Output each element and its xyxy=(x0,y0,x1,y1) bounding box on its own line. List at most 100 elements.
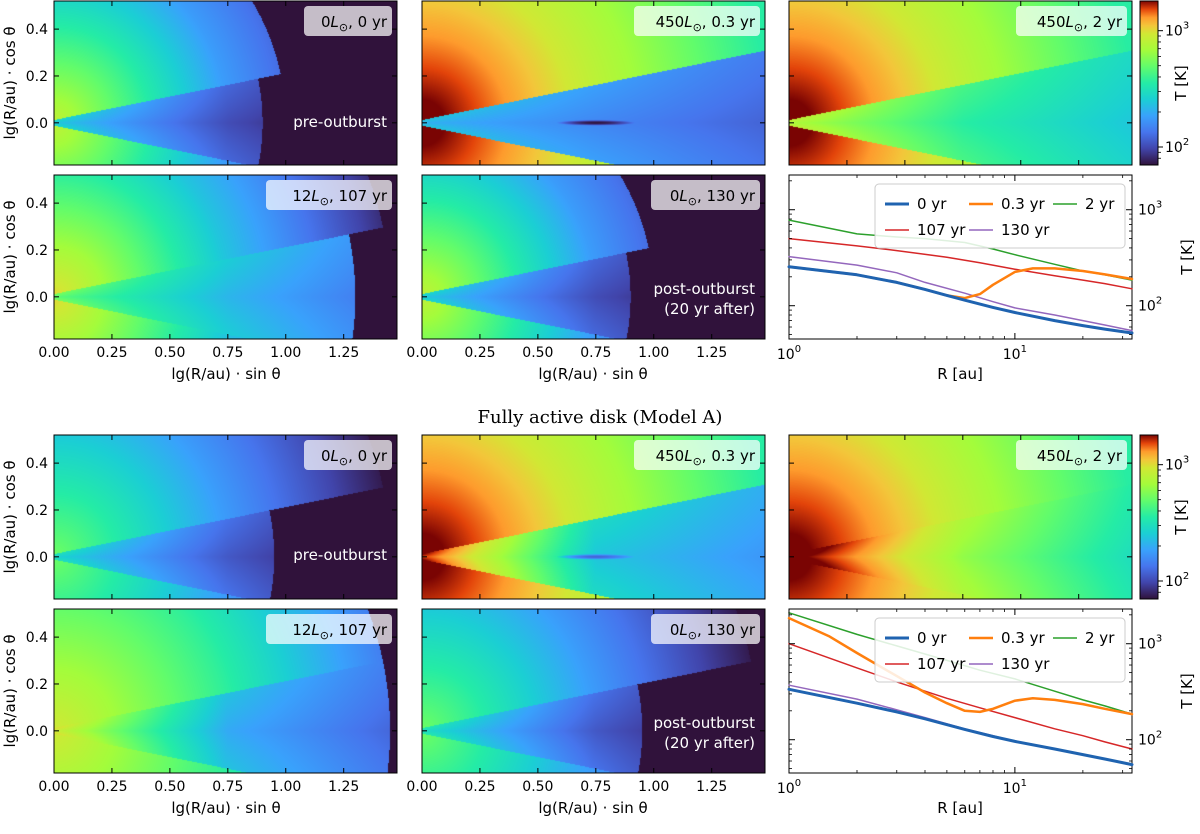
legend-entry: 107 yr xyxy=(917,221,966,239)
svg-text:450L⊙, 0.3 yr: 450L⊙, 0.3 yr xyxy=(656,447,756,468)
ytick-label: 0.2 xyxy=(26,503,48,519)
svg-text:450L⊙, 2 yr: 450L⊙, 2 yr xyxy=(1037,13,1123,34)
xtick-label: 0.00 xyxy=(406,779,437,795)
xlabel-A4: lg(R/au) · sin θ xyxy=(171,365,280,383)
xtick-label: 0.25 xyxy=(96,345,127,361)
pre-outburst-label-bottom: pre-outburst xyxy=(293,546,387,564)
legend-box xyxy=(874,617,1126,683)
xlabel-profile-top: R [au] xyxy=(937,365,983,383)
profile-ytick-label: 102 xyxy=(1138,296,1162,315)
xtick-label: 0.50 xyxy=(154,779,185,795)
xtick-label: 0.00 xyxy=(38,779,69,795)
xtick-label: 1.25 xyxy=(696,779,727,795)
profile-ytick-label: 103 xyxy=(1138,200,1162,219)
axis-ticks: 0.4 0.2 0.0 0.00 0.25 0.50 0.75 1.00 1.25 0.4 0.2 0… xyxy=(26,1,1189,797)
colorbar-top xyxy=(1139,0,1159,166)
ylabel-profile-top: T [K] xyxy=(1178,239,1196,275)
legend-box xyxy=(874,183,1126,249)
ylabel-A1: lg(R/au) · cos θ xyxy=(1,26,19,139)
ylabel-B4: lg(R/au) · cos θ xyxy=(1,634,19,747)
label-A1: 0L⊙, 0 yr xyxy=(304,6,392,36)
legend-entry: 0.3 yr xyxy=(1001,629,1046,647)
ylabel-profile-bottom: T [K] xyxy=(1178,673,1196,709)
series-line-130-yr xyxy=(788,255,1133,332)
legend-bottom: 0 yr 0.3 yr 2 yr 107 yr 130 yr xyxy=(874,617,1126,683)
xtick-label: 1.25 xyxy=(328,345,359,361)
xtick-label: 0.75 xyxy=(580,779,611,795)
label-B4: 12L⊙, 107 yr xyxy=(266,614,392,644)
xlabel-B4: lg(R/au) · sin θ xyxy=(171,799,280,817)
profile-ytick-label: 102 xyxy=(1138,730,1162,749)
svg-text:450L⊙, 2 yr: 450L⊙, 2 yr xyxy=(1037,447,1123,468)
label-A4: 12L⊙, 107 yr xyxy=(266,180,392,210)
post-outburst-label-bottom-2: (20 yr after) xyxy=(664,734,755,752)
label-B3: 450L⊙, 2 yr xyxy=(1016,440,1127,470)
colorbar-label-top: T [K] xyxy=(1172,65,1190,101)
legend-entry: 107 yr xyxy=(917,655,966,673)
ylabel-B1: lg(R/au) · cos θ xyxy=(1,460,19,573)
axis-labels: lg(R/au) · sin θ lg(R/au) · sin θ lg(R/a… xyxy=(1,26,1196,817)
profile-xtick-label: 101 xyxy=(1003,778,1027,797)
svg-text:0L⊙, 130 yr: 0L⊙, 130 yr xyxy=(670,187,756,208)
colorbar-tick-label: 103 xyxy=(1165,21,1189,40)
colorbar-tick-label: 103 xyxy=(1165,455,1189,474)
colorbar-bottom xyxy=(1139,434,1159,600)
label-A5: 0L⊙, 130 yr xyxy=(651,180,760,210)
post-outburst-label-bottom-1: post-outburst xyxy=(653,714,755,732)
label-A2: 450L⊙, 0.3 yr xyxy=(634,6,760,36)
svg-text:450L⊙, 0.3 yr: 450L⊙, 0.3 yr xyxy=(656,13,756,34)
group-title: Fully active disk (Model A) xyxy=(478,407,723,428)
xtick-label: 0.50 xyxy=(522,779,553,795)
xtick-label: 1.00 xyxy=(638,345,669,361)
annotations: pre-outburst post-outburst (20 yr after)… xyxy=(293,113,755,752)
xtick-label: 0.00 xyxy=(38,345,69,361)
xlabel-profile-bottom: R [au] xyxy=(937,799,983,817)
legend-entry: 0.3 yr xyxy=(1001,195,1046,213)
ytick-label: 0.0 xyxy=(26,550,48,566)
legend-entry: 130 yr xyxy=(1001,221,1050,239)
series-line-0-3-yr xyxy=(787,616,1134,716)
profile-xtick-label: 100 xyxy=(777,778,801,797)
xtick-label: 0.25 xyxy=(464,345,495,361)
legend-entry: 2 yr xyxy=(1085,629,1115,647)
xlabel-A5: lg(R/au) · sin θ xyxy=(538,365,647,383)
ytick-label: 0.0 xyxy=(26,290,48,306)
legend-top: 0 yr 0.3 yr 2 yr 107 yr 130 yr xyxy=(874,183,1126,249)
xtick-label: 0.50 xyxy=(154,345,185,361)
ytick-label: 0.4 xyxy=(26,456,48,472)
xtick-label: 1.00 xyxy=(638,779,669,795)
ylabel-A4: lg(R/au) · cos θ xyxy=(1,200,19,313)
xtick-label: 0.00 xyxy=(406,345,437,361)
xtick-label: 0.75 xyxy=(212,345,243,361)
xtick-label: 1.00 xyxy=(270,779,301,795)
xlabel-B5: lg(R/au) · sin θ xyxy=(538,799,647,817)
legend-entry: 0 yr xyxy=(917,195,947,213)
label-B5: 0L⊙, 130 yr xyxy=(651,614,760,644)
post-outburst-label-top-1: post-outburst xyxy=(653,280,755,298)
profile-ytick-label: 103 xyxy=(1138,634,1162,653)
series-line-0-yr xyxy=(787,687,1134,767)
profile-xtick-label: 101 xyxy=(1003,344,1027,363)
svg-text:0L⊙, 0 yr: 0L⊙, 0 yr xyxy=(321,447,388,468)
profile-xtick-label: 100 xyxy=(777,344,801,363)
panel-labels: 0L⊙, 0 yr 450L⊙, 0.3 yr 450L⊙, 2 yr 12L⊙… xyxy=(266,6,1127,644)
ytick-label: 0.4 xyxy=(26,630,48,646)
legend-entry: 130 yr xyxy=(1001,655,1050,673)
ytick-label: 0.2 xyxy=(26,677,48,693)
xtick-label: 1.00 xyxy=(270,345,301,361)
xtick-label: 0.50 xyxy=(522,345,553,361)
legend-entry: 2 yr xyxy=(1085,195,1115,213)
xtick-label: 0.25 xyxy=(96,779,127,795)
svg-text:12L⊙, 107 yr: 12L⊙, 107 yr xyxy=(292,187,387,208)
pre-outburst-label-top: pre-outburst xyxy=(293,113,387,131)
ytick-label: 0.2 xyxy=(26,243,48,259)
xtick-label: 1.25 xyxy=(328,779,359,795)
xtick-label: 0.25 xyxy=(464,779,495,795)
series-line-0-yr xyxy=(787,265,1134,335)
series-line-107-yr xyxy=(788,237,1133,290)
colorbar-tick-label: 102 xyxy=(1165,137,1189,156)
ytick-label: 0.4 xyxy=(26,22,48,38)
label-B2: 450L⊙, 0.3 yr xyxy=(634,440,760,470)
ytick-label: 0.0 xyxy=(26,724,48,740)
